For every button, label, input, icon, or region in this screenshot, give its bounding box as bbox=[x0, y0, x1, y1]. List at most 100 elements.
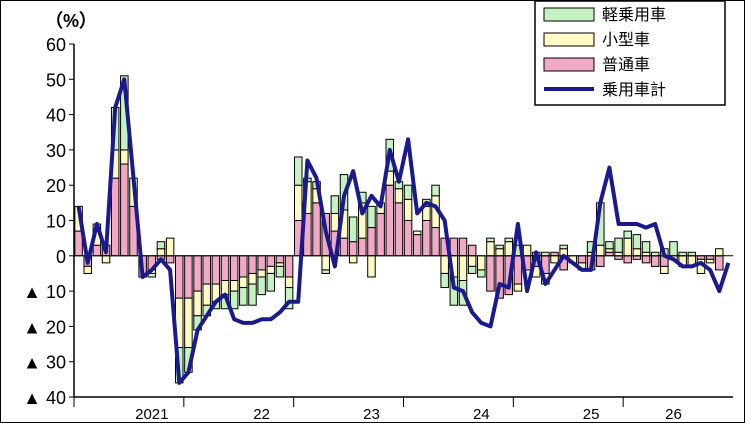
bar-segment-small bbox=[348, 255, 358, 264]
x-tick-label: 2021 bbox=[135, 406, 168, 423]
x-tick-label: 24 bbox=[473, 406, 490, 423]
bar-segment-normal bbox=[239, 255, 248, 278]
bar-segment-normal bbox=[175, 255, 184, 299]
bar-segment-kei bbox=[669, 241, 678, 257]
bar-segment-kei bbox=[650, 251, 660, 257]
y-tick-label: ▲ 40 bbox=[23, 388, 66, 408]
bar-segment-small bbox=[394, 188, 404, 204]
bar-segment-small bbox=[321, 255, 330, 271]
bar-segment-small bbox=[705, 258, 715, 264]
legend-label-normal: 普通車 bbox=[602, 56, 650, 74]
bar-segment-kei bbox=[367, 205, 376, 229]
bar-segment-normal bbox=[339, 237, 349, 257]
x-tick-label: 22 bbox=[253, 406, 270, 423]
y-tick-label: 60 bbox=[46, 35, 66, 55]
bar-segment-kei bbox=[330, 195, 340, 214]
bar-segment-kei bbox=[687, 251, 697, 257]
bar-segment-normal bbox=[403, 220, 413, 257]
bar-segment-kei bbox=[403, 184, 413, 200]
y-tick-labels: 60 50 40 30 20 10 0 ▲ 10 ▲ 20 ▲ 30 ▲ 40 bbox=[23, 35, 66, 408]
legend-label-total: 乗用車計 bbox=[602, 81, 666, 99]
bar-segment-normal bbox=[275, 255, 285, 264]
bar-segment-small bbox=[330, 212, 340, 232]
bar-segment-small bbox=[412, 230, 422, 236]
bar-segment-kei bbox=[486, 237, 495, 243]
bar-segment-small bbox=[293, 184, 303, 221]
y-tick-marks bbox=[69, 43, 74, 398]
bar-segment-small bbox=[458, 255, 468, 282]
bar-segment-normal bbox=[376, 212, 385, 257]
bar-segment-small bbox=[239, 276, 248, 289]
bar-segment-small bbox=[156, 248, 166, 257]
bar-segment-small bbox=[101, 255, 111, 264]
bar-segment-normal bbox=[257, 255, 266, 271]
bar-segment-normal bbox=[486, 255, 495, 292]
bar-segment-small bbox=[660, 265, 669, 274]
axes bbox=[73, 44, 733, 407]
x-tick-labels: 2021 22 23 24 25 26 bbox=[135, 406, 682, 423]
bar-segment-normal bbox=[284, 255, 294, 278]
bar-segment-small bbox=[641, 251, 651, 257]
bar-segment-kei bbox=[257, 276, 266, 296]
bar-segment-small bbox=[495, 248, 504, 257]
x-tick-label: 26 bbox=[665, 406, 682, 423]
bar-segment-small bbox=[522, 244, 532, 257]
bar-segment-small bbox=[504, 241, 514, 257]
bar-segment-normal bbox=[202, 255, 211, 285]
bar-segment-small bbox=[477, 255, 486, 271]
bar-segment-small bbox=[257, 269, 266, 278]
y-tick-label: 40 bbox=[46, 106, 66, 126]
bar-segment-kei bbox=[605, 241, 614, 250]
y-tick-label: ▲ 10 bbox=[23, 282, 66, 302]
y-tick-label: ▲ 30 bbox=[23, 353, 66, 373]
y-tick-label: 20 bbox=[46, 176, 66, 196]
bar-segment-kei bbox=[614, 237, 623, 253]
bar-segment-normal bbox=[211, 255, 221, 285]
bar-segment-normal bbox=[120, 163, 129, 257]
bar-segment-small bbox=[193, 290, 202, 317]
bar-segment-kei bbox=[266, 272, 276, 292]
bar-segment-normal bbox=[641, 255, 651, 264]
bar-segment-normal bbox=[632, 255, 642, 260]
bar-segment-normal bbox=[193, 255, 202, 292]
x-tick-label: 25 bbox=[583, 406, 600, 423]
bar-segment-small bbox=[165, 237, 175, 257]
bar-segment-small bbox=[284, 276, 294, 289]
bar-segment-normal bbox=[229, 255, 239, 282]
bar-segment-normal bbox=[650, 255, 660, 267]
y-tick-label: 10 bbox=[46, 212, 66, 232]
line-series-group bbox=[76, 77, 731, 385]
bar-segment-small bbox=[367, 255, 376, 278]
bar-segment-kei bbox=[239, 287, 248, 306]
bar-segment-kei bbox=[495, 244, 504, 250]
y-tick-label: 50 bbox=[46, 70, 66, 90]
bar-segment-small bbox=[220, 280, 230, 296]
bar-segment-small bbox=[120, 149, 129, 165]
bar-segment-small bbox=[715, 248, 724, 257]
bar-segment-small bbox=[623, 237, 632, 257]
bar-segment-normal bbox=[248, 255, 257, 274]
bar-segment-normal bbox=[348, 241, 358, 257]
bar-segment-normal bbox=[367, 227, 376, 257]
total-series-line bbox=[76, 77, 731, 385]
bar-segment-kei bbox=[467, 265, 477, 274]
bar-segment-kei bbox=[632, 234, 642, 250]
bar-segment-small bbox=[248, 272, 257, 285]
bar-segment-small bbox=[596, 244, 605, 257]
bar-segment-kei bbox=[559, 244, 568, 250]
bar-segment-normal bbox=[715, 255, 724, 271]
y-tick-label: 0 bbox=[56, 247, 66, 267]
bar-segment-normal bbox=[449, 237, 459, 257]
bar-segment-kei bbox=[440, 272, 449, 289]
bar-segment-normal bbox=[266, 255, 276, 267]
bar-segment-small bbox=[467, 255, 477, 267]
bar-segment-kei bbox=[678, 251, 687, 257]
bar-segment-kei bbox=[229, 290, 239, 310]
bar-segment-normal bbox=[623, 255, 632, 264]
bar-segment-normal bbox=[458, 237, 468, 257]
x-tick-label: 23 bbox=[363, 406, 380, 423]
bar-segment-kei bbox=[623, 230, 632, 239]
bar-segment-small bbox=[202, 283, 211, 306]
